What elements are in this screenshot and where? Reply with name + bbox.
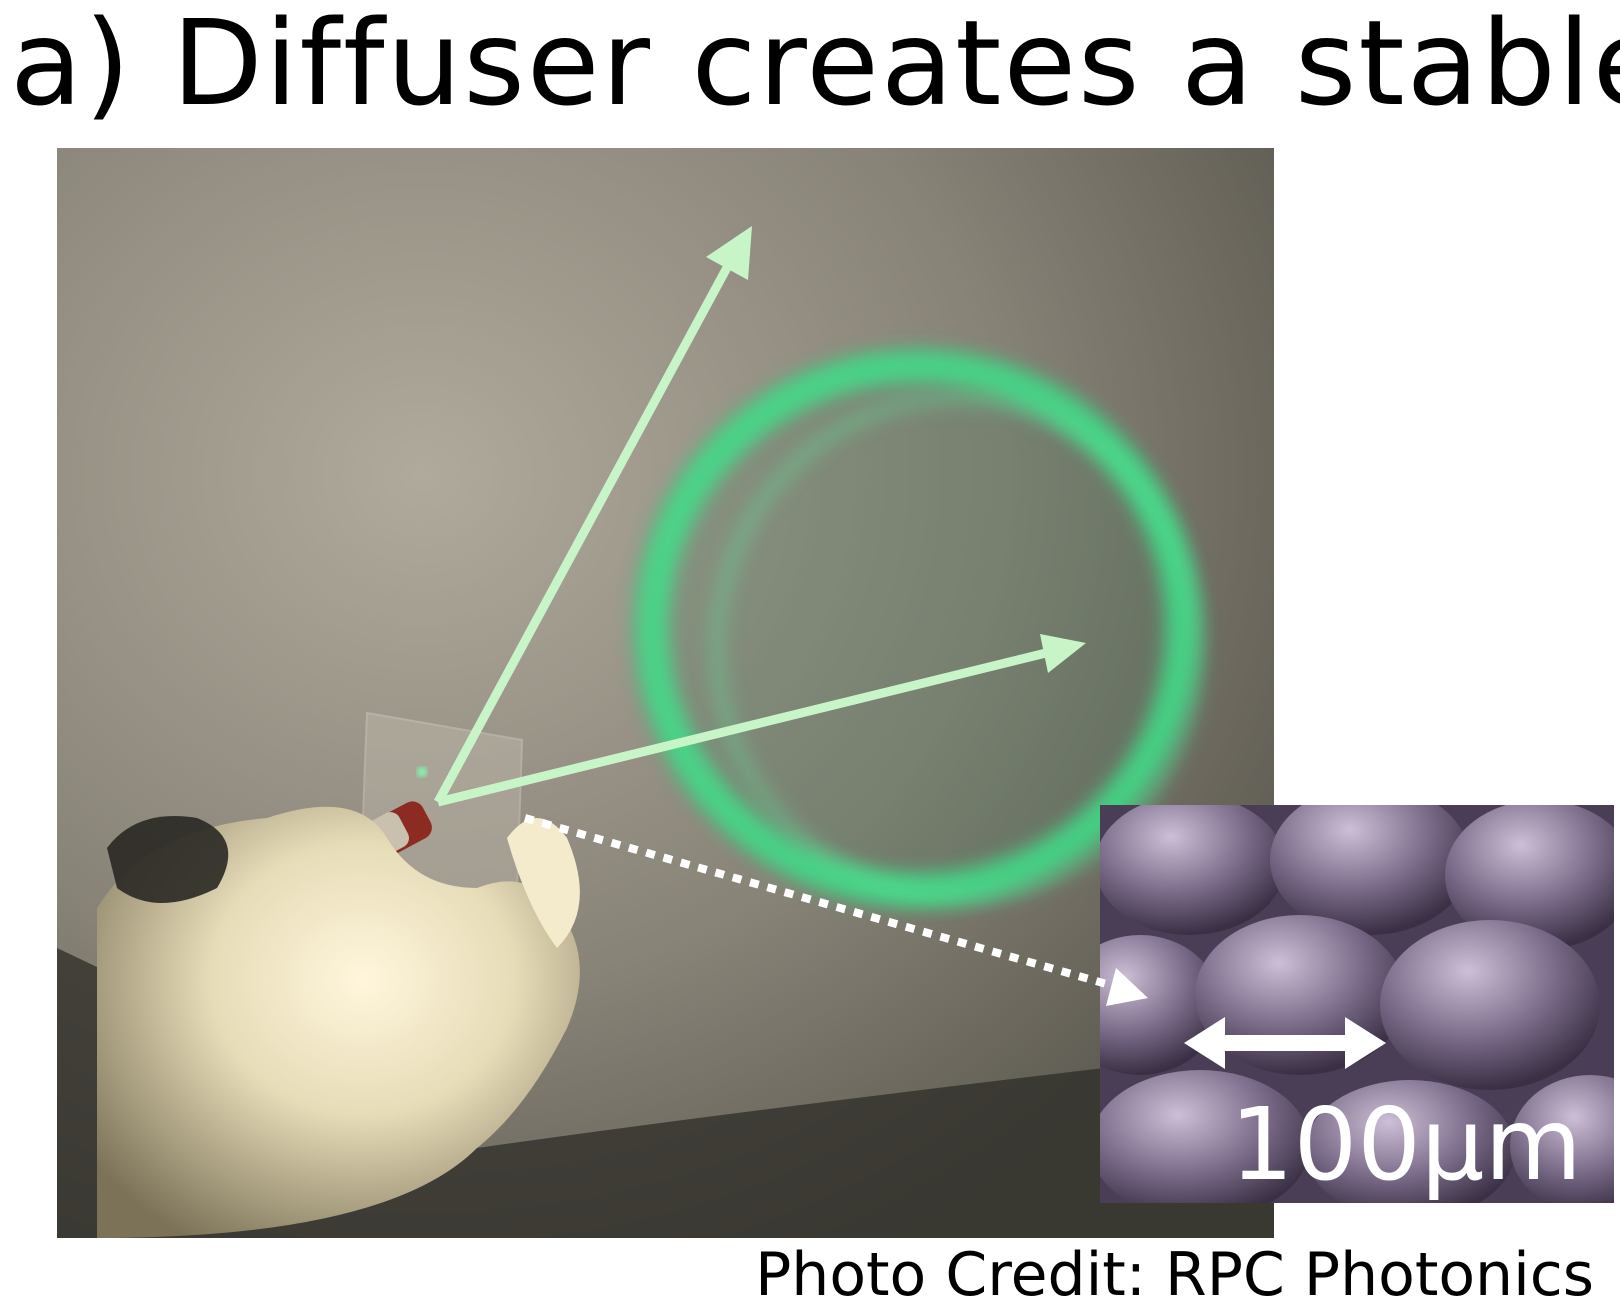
photo-credit: Photo Credit: RPC Photonics: [755, 1240, 1594, 1310]
ray-arrow-upper: [434, 226, 752, 805]
laser-spot: [417, 767, 427, 777]
ray-arrow-lower: [436, 634, 1086, 807]
figure-title: a) Diffuser creates a stable PSF: [10, 0, 1620, 132]
green-ring-icon: [632, 348, 1204, 908]
diffuser-photo: [57, 148, 1274, 1238]
microlens-inset: 100µm: [1100, 805, 1614, 1203]
zoom-arrow-dotted: [523, 814, 1148, 1006]
scale-bar: [1184, 1017, 1386, 1069]
hand-icon: [97, 806, 580, 1238]
photo-scene: [57, 148, 1274, 1238]
scale-bar-label: 100µm: [1230, 1086, 1582, 1203]
microlens-surface: [1100, 805, 1614, 1203]
